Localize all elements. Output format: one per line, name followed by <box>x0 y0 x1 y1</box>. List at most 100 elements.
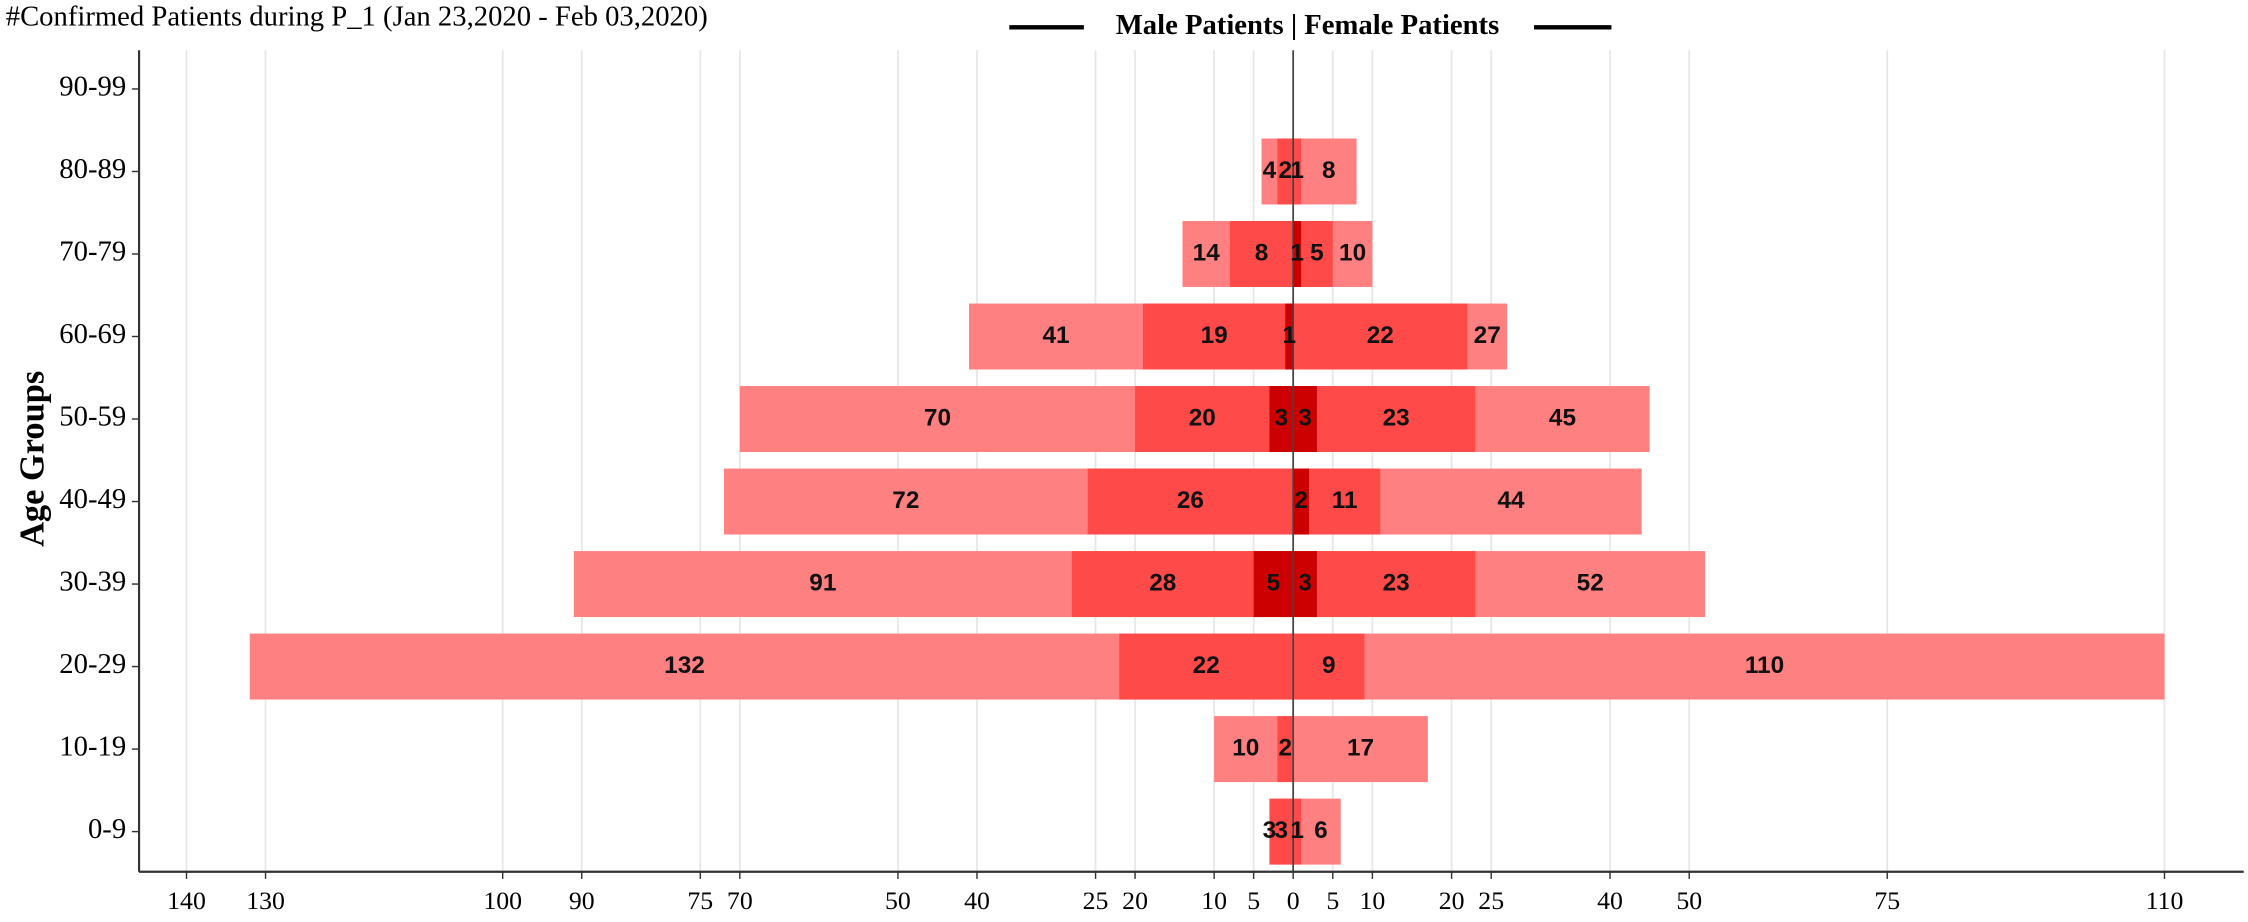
data-label: 3 <box>1275 817 1289 844</box>
data-label: 14 <box>1193 239 1221 266</box>
x-tick-label: 130 <box>246 886 285 915</box>
bar <box>1293 221 1302 287</box>
data-label: 6 <box>1314 817 1328 844</box>
x-tick-label: 25 <box>1478 886 1504 915</box>
data-label: 10 <box>1339 239 1366 266</box>
y-tick-label: 70-79 <box>59 236 126 268</box>
bar <box>1229 221 1294 287</box>
y-tick-label: 30-39 <box>59 566 126 598</box>
data-label: 70 <box>924 404 951 431</box>
x-tick-label: 25 <box>1083 886 1109 915</box>
data-label: 1 <box>1290 817 1304 844</box>
data-label: 28 <box>1149 569 1176 596</box>
bar <box>1293 716 1428 783</box>
bar <box>1293 633 1365 700</box>
y-tick-label: 80-89 <box>59 153 126 185</box>
bar <box>1285 303 1294 370</box>
x-tick-label: 75 <box>1874 886 1900 915</box>
bar <box>1269 798 1294 865</box>
data-label: 2 <box>1278 157 1292 184</box>
bar <box>1293 138 1357 205</box>
x-tick-label: 10 <box>1359 886 1385 915</box>
data-label: 2 <box>1294 487 1308 514</box>
x-tick-label: 5 <box>1247 886 1260 915</box>
y-axis-label: Age Groups <box>14 371 52 547</box>
bar <box>1253 551 1294 618</box>
data-label: 23 <box>1383 569 1410 596</box>
x-tick-label: 0 <box>1287 886 1300 915</box>
x-tick-label: 140 <box>167 886 206 915</box>
x-tick-label: 90 <box>569 886 595 915</box>
data-label: 132 <box>664 652 705 679</box>
bar <box>1293 798 1302 865</box>
x-tick-label: 75 <box>687 886 713 915</box>
data-label: 45 <box>1549 404 1576 431</box>
bar <box>1293 138 1302 205</box>
data-label: 9 <box>1322 652 1336 679</box>
bar <box>1293 386 1476 452</box>
y-tick-label: 10-19 <box>59 731 126 763</box>
bar <box>1293 468 1310 535</box>
data-label: 41 <box>1042 322 1069 349</box>
data-label: 4 <box>1263 157 1277 184</box>
data-label: 3 <box>1298 404 1312 431</box>
y-tick-label: 50-59 <box>59 401 126 433</box>
data-label: 22 <box>1367 322 1394 349</box>
x-tick-label: 100 <box>483 886 522 915</box>
data-label: 5 <box>1310 239 1324 266</box>
data-label: 72 <box>892 487 919 514</box>
data-label: 22 <box>1193 652 1220 679</box>
bar <box>1293 551 1317 618</box>
data-label: 3 <box>1263 817 1277 844</box>
y-tick-label: 0-9 <box>88 813 126 845</box>
data-label: 44 <box>1497 487 1525 514</box>
bar <box>1293 633 2165 700</box>
bar <box>1277 716 1294 783</box>
x-tick-label: 20 <box>1122 886 1148 915</box>
data-label: 8 <box>1255 239 1269 266</box>
data-label: 20 <box>1189 404 1216 431</box>
data-label: 23 <box>1383 404 1410 431</box>
x-tick-label: 5 <box>1326 886 1339 915</box>
bar <box>1119 633 1294 700</box>
x-tick-label: 110 <box>2146 886 2184 915</box>
data-label: 52 <box>1577 569 1604 596</box>
y-tick-label: 20-29 <box>59 648 126 680</box>
data-label: 19 <box>1201 322 1228 349</box>
data-label: 1 <box>1290 239 1304 266</box>
bar <box>1087 468 1294 535</box>
x-tick-label: 10 <box>1201 886 1227 915</box>
x-tick-label: 40 <box>964 886 990 915</box>
legend-title: Male Patients | Female Patients <box>1116 9 1500 41</box>
data-label: 3 <box>1275 404 1289 431</box>
data-label: 26 <box>1177 487 1204 514</box>
data-label: 1 <box>1290 157 1304 184</box>
bars <box>249 50 2165 872</box>
data-label: 10 <box>1232 735 1259 762</box>
bar <box>1135 386 1294 452</box>
data-label: 110 <box>1745 652 1784 679</box>
y-tick-label: 90-99 <box>59 71 126 103</box>
data-label: 8 <box>1322 157 1336 184</box>
bar <box>1293 551 1476 618</box>
bar <box>1293 386 1317 452</box>
x-tick-label: 50 <box>1676 886 1702 915</box>
data-labels: 3101329172704114432222826201982531617110… <box>664 157 1784 844</box>
bar <box>1269 386 1294 452</box>
x-tick-label: 40 <box>1597 886 1623 915</box>
bar <box>1293 303 1468 370</box>
bar <box>1277 138 1294 205</box>
data-label: 91 <box>809 569 836 596</box>
x-tick-label: 20 <box>1439 886 1465 915</box>
y-tick-label: 60-69 <box>59 318 126 350</box>
data-label: 17 <box>1347 735 1374 762</box>
y-tick-label: 40-49 <box>59 483 126 515</box>
x-tick-label: 50 <box>885 886 911 915</box>
data-label: 27 <box>1474 322 1501 349</box>
data-label: 1 <box>1282 322 1296 349</box>
data-label: 2 <box>1278 735 1292 762</box>
chart-title: #Confirmed Patients during P_1 (Jan 23,2… <box>6 0 708 32</box>
